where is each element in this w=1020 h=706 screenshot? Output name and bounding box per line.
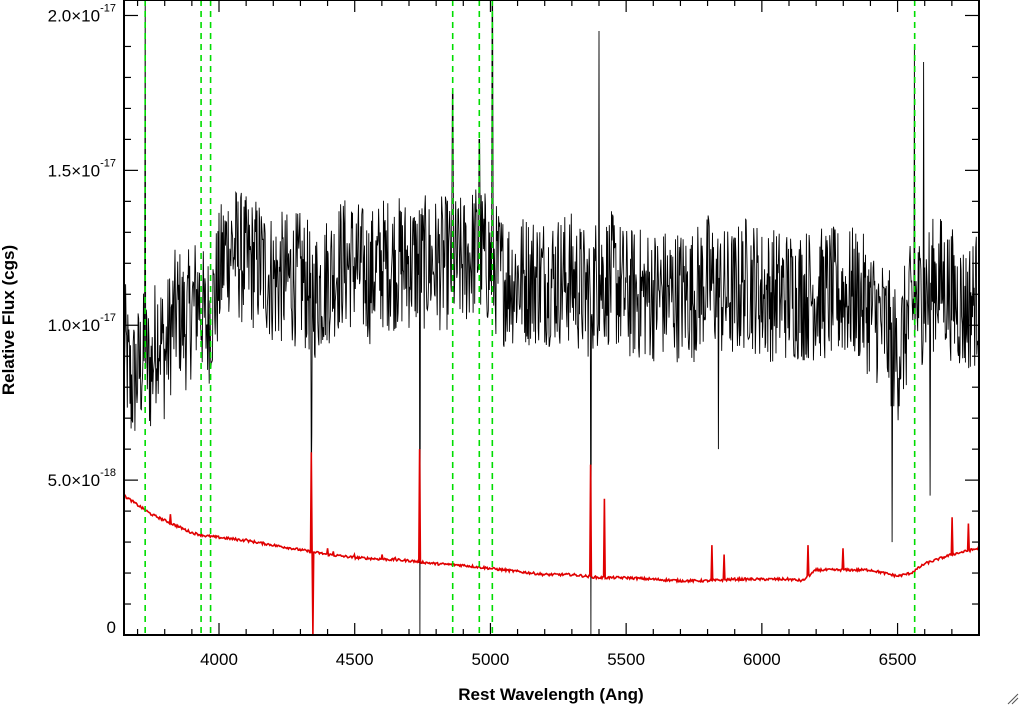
x-axis: 4000 4500 5000 5500 6000 6500: [136, 0, 980, 669]
y-tick-label: 5.0×10-18: [48, 467, 116, 490]
y-axis: 0 5.0×10-18 1.0×10-17 1.5×10-17 2.0×10-17: [48, 2, 979, 637]
y-tick-label: 2.0×10-17: [48, 2, 116, 25]
series-0: [123, 0, 980, 636]
series-1: [123, 449, 980, 636]
x-tick-label: 5000: [472, 650, 510, 669]
series-0-line: [123, 0, 980, 636]
x-tick-label: 4000: [200, 650, 238, 669]
plot-lines: [123, 0, 980, 636]
series-1-line: [123, 449, 980, 636]
y-tick-label: 1.0×10-17: [48, 312, 116, 335]
plot-frame: [123, 0, 980, 636]
y-tick-label: 0: [107, 618, 116, 637]
y-axis-title: Relative Flux (cgs): [0, 245, 18, 395]
x-axis-title: Rest Wavelength (Ang): [458, 685, 643, 704]
reference-lines: [144, 0, 916, 635]
x-tick-label: 4500: [336, 650, 374, 669]
x-tick-label: 5500: [607, 650, 645, 669]
x-tick-label: 6500: [879, 650, 917, 669]
x-tick-label: 6000: [743, 650, 781, 669]
y-tick-label: 1.5×10-17: [48, 157, 116, 180]
resize-grip-icon[interactable]: [1007, 693, 1019, 705]
